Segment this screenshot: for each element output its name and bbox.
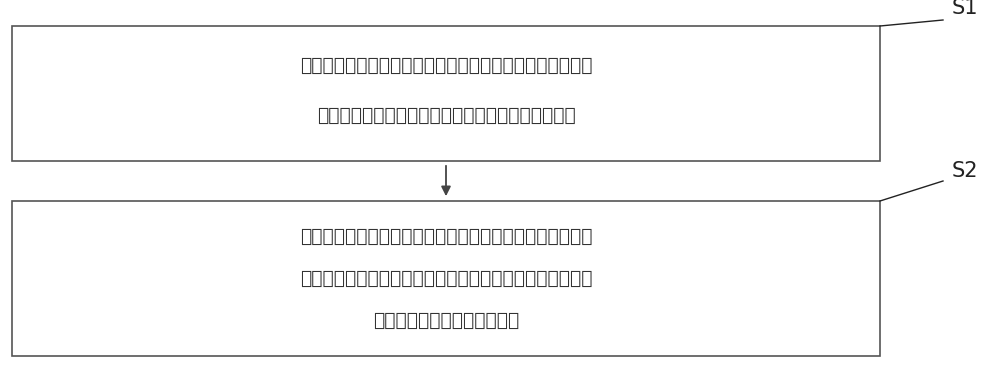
Bar (12, 26, 880, 161)
Text: S2: S2 (952, 161, 978, 181)
Text: 护系统，以对所述汽轮机保护系统进行保护动作测试: 护系统，以对所述汽轮机保护系统进行保护动作测试 (317, 106, 575, 125)
Text: 控制信号，测试所述主汽阀开闭，以测试所述主汽阀与所述: 控制信号，测试所述主汽阀开闭，以测试所述主汽阀与所述 (300, 269, 592, 288)
Text: 通过阀门调试装置模拟所述汽轮机保护系统对所述主汽阀的: 通过阀门调试装置模拟所述汽轮机保护系统对所述主汽阀的 (300, 227, 592, 246)
Text: 汽轮机保护系统动作是否匹配: 汽轮机保护系统动作是否匹配 (373, 311, 519, 330)
Bar (12, 201, 880, 356)
Text: S1: S1 (952, 0, 978, 18)
Text: 通过仿真机模拟并发送汽轮机多个运行参数至所述汽轮机保: 通过仿真机模拟并发送汽轮机多个运行参数至所述汽轮机保 (300, 56, 592, 75)
